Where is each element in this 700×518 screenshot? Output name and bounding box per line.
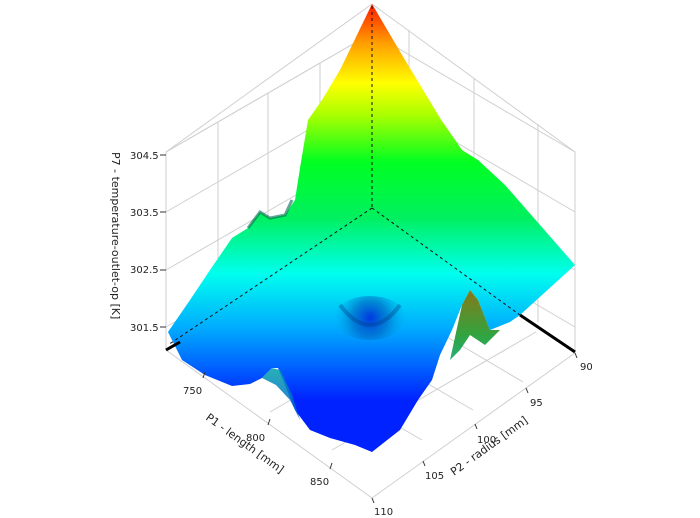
x-tick-label: 750 — [183, 386, 202, 397]
x-tick-label: 800 — [246, 433, 265, 444]
y-axis-label: P2 - radius [mm] — [448, 414, 530, 479]
center-dashed-axes — [167, 6, 521, 346]
axis-stubs — [165, 313, 576, 354]
response-surface — [168, 4, 575, 452]
z-tick-label: 302.5 — [130, 265, 159, 276]
z-tick-label: 304.5 — [130, 151, 159, 162]
y-tick-label: 95 — [530, 398, 543, 409]
z-tick-label: 301.5 — [130, 323, 159, 334]
x-axis-label: P1 - length [mm] — [203, 411, 286, 476]
y-tick-label: 90 — [580, 362, 593, 373]
y-tick-label: 105 — [425, 471, 444, 482]
x-tick-label: 850 — [310, 477, 329, 488]
z-axis-label: P7 - temperature-outlet-op [K] — [109, 152, 122, 319]
z-tick-label: 303.5 — [130, 208, 159, 219]
y-tick-label: 110 — [374, 507, 393, 518]
y-tick-label: 100 — [477, 435, 496, 446]
z-axis: 304.5 303.5 302.5 301.5 P7 - temperature… — [109, 151, 166, 334]
